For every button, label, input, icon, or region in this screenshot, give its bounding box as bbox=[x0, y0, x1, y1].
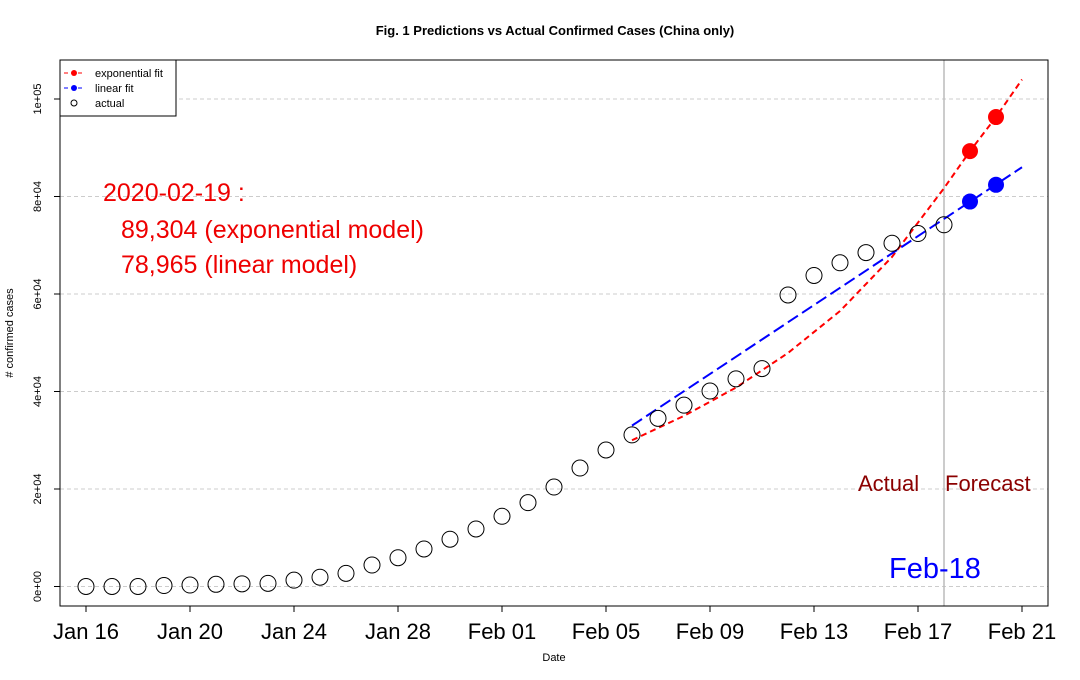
actual-point bbox=[129, 578, 147, 595]
actual-point bbox=[545, 478, 563, 496]
actual-point bbox=[519, 494, 537, 512]
x-tick-label: Feb 13 bbox=[780, 619, 849, 644]
legend-lin-marker bbox=[71, 85, 77, 91]
x-tick-label: Feb 01 bbox=[468, 619, 537, 644]
actual-point bbox=[857, 244, 875, 262]
x-tick-label: Feb 09 bbox=[676, 619, 745, 644]
y-tick-label: 1e+05 bbox=[32, 84, 44, 115]
x-tick-label: Jan 24 bbox=[261, 619, 327, 644]
actual-point bbox=[883, 234, 901, 252]
x-tick-label: Feb 21 bbox=[988, 619, 1057, 644]
actual-point bbox=[441, 530, 459, 548]
actual-point bbox=[493, 507, 511, 525]
legend-actual-label: actual bbox=[95, 98, 124, 110]
actual-point bbox=[259, 574, 277, 592]
y-tick-label: 6e+04 bbox=[32, 279, 44, 310]
y-tick-label: 8e+04 bbox=[32, 181, 44, 212]
legend-exp-marker bbox=[71, 70, 77, 76]
actual-point bbox=[701, 382, 719, 400]
y-tick-label: 4e+04 bbox=[32, 376, 44, 407]
linear-forecast-point bbox=[962, 193, 978, 210]
x-tick-label: Feb 05 bbox=[572, 619, 641, 644]
x-tick-label: Jan 28 bbox=[365, 619, 431, 644]
x-axis-label: Date bbox=[542, 652, 565, 664]
x-tick-label: Jan 20 bbox=[157, 619, 223, 644]
legend-exp-label: exponential fit bbox=[95, 68, 163, 80]
actual-point bbox=[909, 225, 927, 243]
grid bbox=[60, 98, 1048, 587]
actual-point bbox=[649, 409, 667, 427]
actual-point bbox=[467, 520, 485, 538]
actual-point bbox=[285, 571, 303, 589]
y-tick-label: 0e+00 bbox=[32, 571, 44, 602]
annotation-linear: 78,965 (linear model) bbox=[121, 251, 357, 279]
y-axis: 0e+00 2e+04 4e+04 6e+04 8e+04 1e+05 bbox=[32, 84, 60, 602]
actual-point bbox=[233, 575, 251, 593]
annotation-forecast: Forecast bbox=[945, 471, 1031, 496]
actual-point bbox=[415, 540, 433, 558]
x-tick-label: Jan 16 bbox=[53, 619, 119, 644]
actual-point bbox=[675, 396, 693, 414]
chart-title: Fig. 1 Predictions vs Actual Confirmed C… bbox=[376, 23, 735, 38]
actual-point bbox=[831, 254, 849, 272]
annotation-vline-date: Feb-18 bbox=[889, 553, 981, 585]
linear-forecast-point bbox=[988, 176, 1004, 193]
actual-point bbox=[181, 576, 199, 594]
actual-point bbox=[103, 578, 121, 595]
plot-frame bbox=[59, 59, 1049, 607]
y-axis-label: # confirmed cases bbox=[4, 288, 16, 378]
exponential-forecast-point bbox=[988, 109, 1004, 126]
actual-point bbox=[311, 568, 329, 586]
actual-point bbox=[727, 370, 745, 388]
actual-point bbox=[207, 575, 225, 593]
actual-point bbox=[77, 578, 95, 595]
actual-point bbox=[155, 577, 173, 595]
actual-point bbox=[935, 216, 953, 234]
exponential-fit-line bbox=[631, 78, 1023, 442]
actual-point bbox=[623, 426, 641, 444]
actual-point bbox=[597, 441, 615, 459]
y-tick-label: 2e+04 bbox=[32, 474, 44, 505]
actual-point bbox=[389, 549, 407, 567]
exponential-forecast-point bbox=[962, 143, 978, 160]
actual-point bbox=[571, 459, 589, 477]
actual-point bbox=[337, 564, 355, 582]
x-axis: Jan 16 Jan 20 Jan 24 Jan 28 Feb 01 Feb 05 Feb … bbox=[53, 606, 1056, 644]
legend-lin-label: linear fit bbox=[95, 83, 134, 95]
x-tick-label: Feb 17 bbox=[884, 619, 953, 644]
legend: exponential fit linear fit actual bbox=[59, 59, 177, 117]
actual-points bbox=[77, 216, 953, 595]
actual-point bbox=[779, 286, 797, 304]
legend-actual-marker bbox=[70, 99, 78, 107]
actual-point bbox=[363, 556, 381, 574]
actual-point bbox=[805, 266, 823, 284]
annotation-actual: Actual bbox=[858, 471, 919, 496]
linear-fit-line bbox=[631, 166, 1023, 427]
annotation-exponential: 89,304 (exponential model) bbox=[121, 216, 424, 244]
actual-point bbox=[753, 360, 771, 378]
fit-lines bbox=[631, 78, 1023, 442]
annotation-date: 2020-02-19 : bbox=[103, 179, 245, 207]
forecast-points bbox=[962, 109, 1004, 210]
